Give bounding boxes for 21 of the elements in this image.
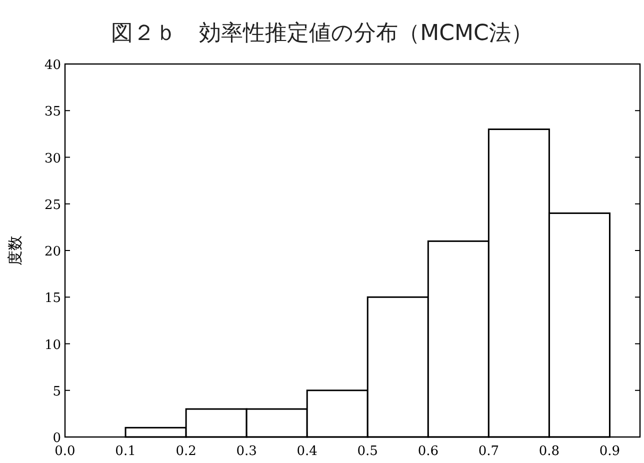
x-tick-label: 0.6 bbox=[418, 444, 438, 459]
x-tick-label: 0.4 bbox=[296, 444, 318, 459]
y-tick-label: 25 bbox=[44, 198, 61, 213]
x-tick-label: 0.3 bbox=[236, 444, 257, 459]
x-tick-label: 0.0 bbox=[54, 444, 76, 459]
y-tick-label: 15 bbox=[44, 291, 61, 306]
y-tick-label: 0 bbox=[52, 431, 61, 446]
y-tick-label: 10 bbox=[44, 338, 61, 353]
y-axis-title: 度数 bbox=[6, 236, 24, 266]
x-tick-label: 0.5 bbox=[357, 444, 378, 459]
y-tick-label: 5 bbox=[52, 384, 61, 400]
y-tick-label: 40 bbox=[44, 58, 61, 73]
x-tick-label: 0.8 bbox=[538, 444, 560, 459]
x-tick-label: 0.9 bbox=[599, 444, 620, 459]
y-tick-label: 20 bbox=[44, 244, 61, 260]
y-tick-label: 30 bbox=[44, 151, 61, 166]
y-tick-label: 35 bbox=[44, 104, 61, 120]
x-tick-label: 0.2 bbox=[176, 444, 196, 459]
x-tick-label: 0.7 bbox=[478, 444, 500, 459]
x-tick-label: 0.1 bbox=[115, 444, 136, 459]
chart-title: 図２ｂ 効率性推定値の分布（MCMC法） bbox=[111, 21, 533, 46]
